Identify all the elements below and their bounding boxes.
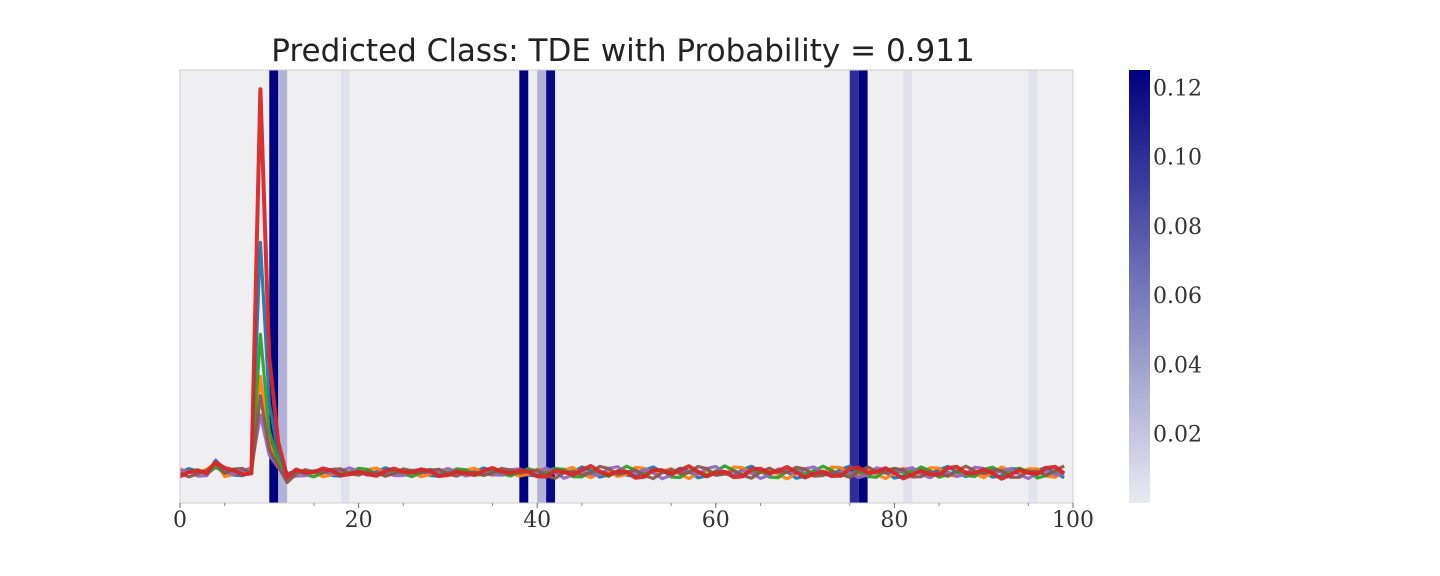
- x-tick-label: 20: [345, 508, 373, 533]
- colorbar: 0.02 0.04 0.06 0.08 0.10 0.12: [1129, 70, 1202, 503]
- x-tick-label: 60: [702, 508, 730, 533]
- attention-band: [269, 70, 279, 503]
- colorbar-tick-label: 0.02: [1153, 423, 1202, 448]
- attention-band: [519, 70, 529, 503]
- attention-band: [1028, 70, 1038, 503]
- plot-background: [180, 70, 1073, 503]
- attention-band: [546, 70, 556, 503]
- colorbar-tick-label: 0.08: [1153, 215, 1202, 240]
- series-line: [179, 87, 1066, 481]
- x-tick-label: 80: [880, 508, 908, 533]
- attention-band: [278, 70, 288, 503]
- attention-band: [903, 70, 913, 503]
- x-axis: 0 20 40 60 80 100: [173, 503, 1094, 533]
- x-tick-label: 40: [523, 508, 551, 533]
- colorbar-ticks: 0.02 0.04 0.06 0.08 0.10 0.12: [1153, 76, 1202, 447]
- attention-band: [340, 70, 350, 503]
- colorbar-tick-label: 0.04: [1153, 353, 1202, 378]
- attention-band: [858, 70, 868, 503]
- attention-band: [537, 70, 547, 503]
- x-tick-label: 0: [173, 508, 187, 533]
- plot-frame: [179, 69, 1074, 504]
- colorbar-tick-label: 0.10: [1153, 146, 1202, 171]
- colorbar-tick-label: 0.12: [1153, 76, 1202, 101]
- plot-area: [179, 69, 1074, 504]
- colorbar-tick-label: 0.06: [1153, 284, 1202, 309]
- series-lines: [179, 87, 1066, 485]
- attention-band: [849, 70, 859, 503]
- attention-bands: [269, 70, 1038, 503]
- colorbar-gradient: [1129, 70, 1150, 503]
- x-tick-label: 100: [1052, 508, 1094, 533]
- chart-title: Predicted Class: TDE with Probability = …: [271, 33, 974, 69]
